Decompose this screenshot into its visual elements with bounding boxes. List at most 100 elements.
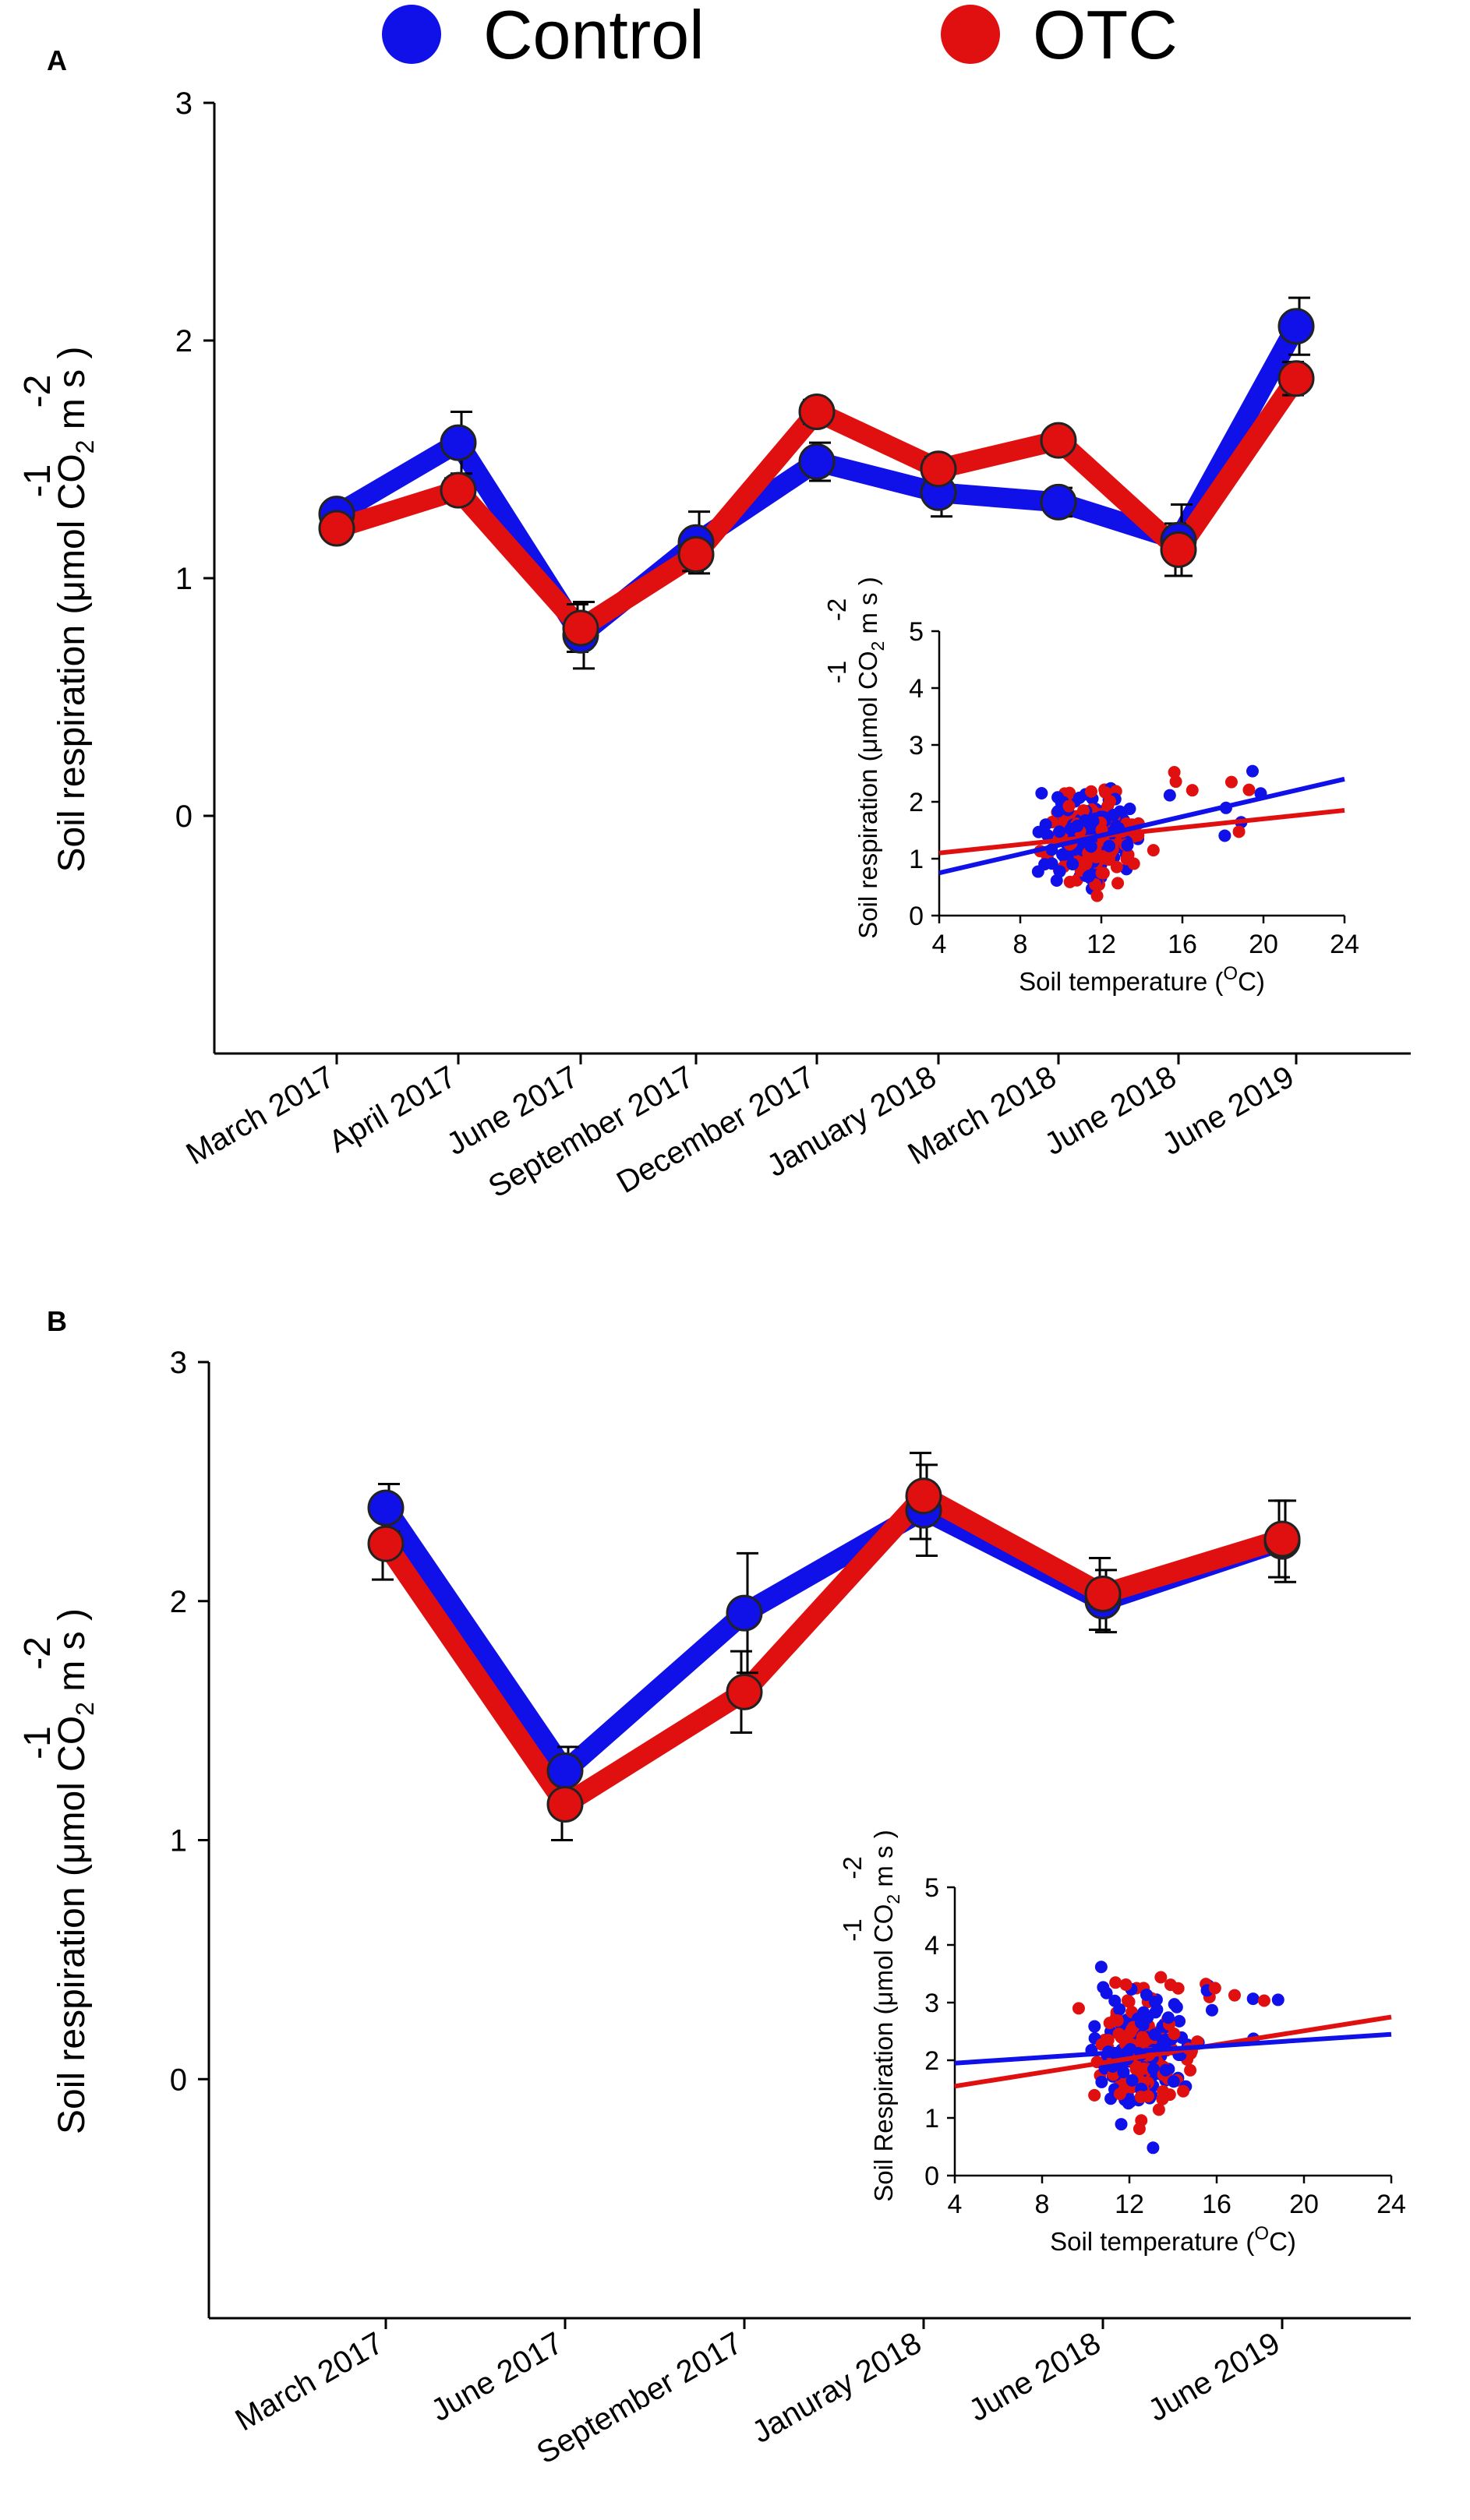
inset-y-axis-label-part <box>853 585 882 592</box>
inset-x-tick-label: 16 <box>1202 2190 1231 2219</box>
data-point-otc <box>1160 531 1197 568</box>
y-axis-label-part: 2 <box>71 1702 99 1716</box>
scatter-point-otc <box>1184 2063 1197 2077</box>
data-point-otc <box>1040 422 1077 459</box>
panel-label-a: A <box>47 44 67 76</box>
legend-control-label: Control <box>483 0 705 73</box>
inset-x-axis-label-part: Soil temperature ( <box>1050 2227 1254 2256</box>
scatter-point-otc <box>1168 2027 1181 2040</box>
scatter-point-otc <box>1090 889 1104 902</box>
scatter-point-control <box>1103 839 1116 852</box>
scatter-point-otc <box>1110 860 1123 874</box>
y-tick-label: 3 <box>175 86 193 121</box>
inset-y-axis-label-part: mol CO <box>869 1904 898 1992</box>
scatter-point-control <box>1079 814 1092 827</box>
scatter-point-control <box>1095 2075 1108 2088</box>
inset-x-tick-label: 12 <box>1115 2190 1144 2219</box>
inset-y-tick-label: 0 <box>909 902 924 931</box>
scatter-point-control <box>1038 858 1051 871</box>
scatter-point-otc <box>1080 856 1093 870</box>
inset-x-axis-label-part: Soil temperature ( <box>1019 967 1223 996</box>
scatter-point-control <box>1053 825 1066 838</box>
y-tick-label: 3 <box>170 1346 187 1380</box>
y-tick-label: 2 <box>175 324 193 358</box>
scatter-point-control <box>1246 1992 1260 2006</box>
scatter-point-otc <box>1095 866 1108 880</box>
scatter-point-control <box>1159 2063 1172 2077</box>
scatter-point-control <box>1088 2020 1101 2033</box>
y-axis-label-part: ) <box>51 347 93 359</box>
x-tick-label: June 2018 <box>1039 1060 1182 1163</box>
x-tick-label: June 2018 <box>963 2326 1107 2429</box>
inset-y-tick-label: 2 <box>909 788 924 817</box>
scatter-point-control <box>1072 791 1086 804</box>
y-axis-label-part: mol CO <box>51 454 93 581</box>
data-point-otc <box>1084 1576 1122 1613</box>
x-tick-label: April 2017 <box>323 1060 462 1159</box>
scatter-point-control <box>1064 823 1077 836</box>
scatter-point-otc <box>1228 1989 1241 2002</box>
data-point-control <box>726 1594 763 1632</box>
data-point-otc <box>1263 1520 1301 1558</box>
scatter-point-otc <box>1257 1994 1270 2007</box>
scatter-point-control <box>1205 2003 1218 2017</box>
y-axis-label-part: μ <box>51 581 93 602</box>
scatter-point-control <box>1039 818 1052 831</box>
y-axis-label-part: 2 <box>71 440 99 454</box>
data-point-control <box>1040 483 1077 521</box>
inset-y-axis-label-part: s <box>869 1845 898 1858</box>
inset-y-tick-label: 2 <box>924 2046 939 2076</box>
x-tick-label: Januray 2018 <box>747 2326 928 2450</box>
y-axis-label-part: m <box>51 1661 93 1702</box>
y-axis-sup-s: -1 <box>17 1726 58 1759</box>
scatter-point-control <box>1066 857 1080 870</box>
scatter-point-otc <box>1122 848 1135 861</box>
scatter-point-otc <box>1168 765 1181 778</box>
inset-y-tick-label: 3 <box>909 731 924 761</box>
inset-y-sup-m: -2 <box>838 1856 867 1879</box>
inset-x-tick-label: 20 <box>1289 2190 1319 2219</box>
scatter-point-control <box>1218 829 1231 842</box>
inset-x-tick-label: 8 <box>1035 2190 1050 2219</box>
scatter-point-control <box>1147 2141 1160 2155</box>
scatter-point-control <box>1167 2075 1180 2088</box>
data-point-otc <box>920 450 957 488</box>
data-point-control <box>440 424 477 461</box>
inset-y-axis-label-part: Soil respiration ( <box>853 753 882 938</box>
inset-x-tick-label: 4 <box>932 930 947 959</box>
scatter-point-control <box>1117 2066 1130 2079</box>
y-axis-sup-s: -1 <box>17 464 58 498</box>
x-tick-label: March 2017 <box>181 1060 341 1172</box>
inset-y-tick-label: 5 <box>924 1873 939 1903</box>
scatter-point-otc <box>1133 2123 1146 2136</box>
scatter-point-control <box>1053 865 1066 878</box>
scatter-point-otc <box>1232 825 1246 838</box>
legend-control-marker <box>382 5 441 64</box>
scatter-point-control <box>1082 870 1095 883</box>
scatter-point-otc <box>1076 804 1090 817</box>
inset-y-axis-label-part: m <box>853 612 882 641</box>
y-axis-label: Soil respiration (μmol CO2 m s ) <box>51 1608 99 2134</box>
x-tick-label: June 2017 <box>426 2326 569 2429</box>
scatter-point-control <box>1084 840 1097 853</box>
inset-x-axis-label-part: O <box>1223 963 1238 984</box>
scatter-point-control <box>1163 789 1176 802</box>
scatter-point-control <box>1140 1988 1153 2001</box>
y-tick-label: 1 <box>170 1824 187 1858</box>
inset-y-axis-label-part: μ <box>853 738 882 753</box>
scatter-point-otc <box>1224 775 1238 789</box>
scatter-point-otc <box>1085 785 1098 798</box>
scatter-point-control <box>1123 803 1136 816</box>
scatter-point-otc <box>1169 775 1182 789</box>
scatter-point-otc <box>1133 2064 1146 2077</box>
scatter-point-otc <box>1111 2014 1124 2028</box>
data-point-otc <box>726 1673 763 1710</box>
data-point-otc <box>677 536 715 573</box>
inset-y-axis-label-part: 2 <box>868 641 888 651</box>
y-axis-label-part: Soil respiration ( <box>51 1864 93 2134</box>
inset-y-axis-label-part <box>853 605 882 612</box>
inset-y-axis-label-part: Soil Respiration ( <box>869 2006 898 2201</box>
inset-x-axis-label-part: C) <box>1238 967 1265 996</box>
